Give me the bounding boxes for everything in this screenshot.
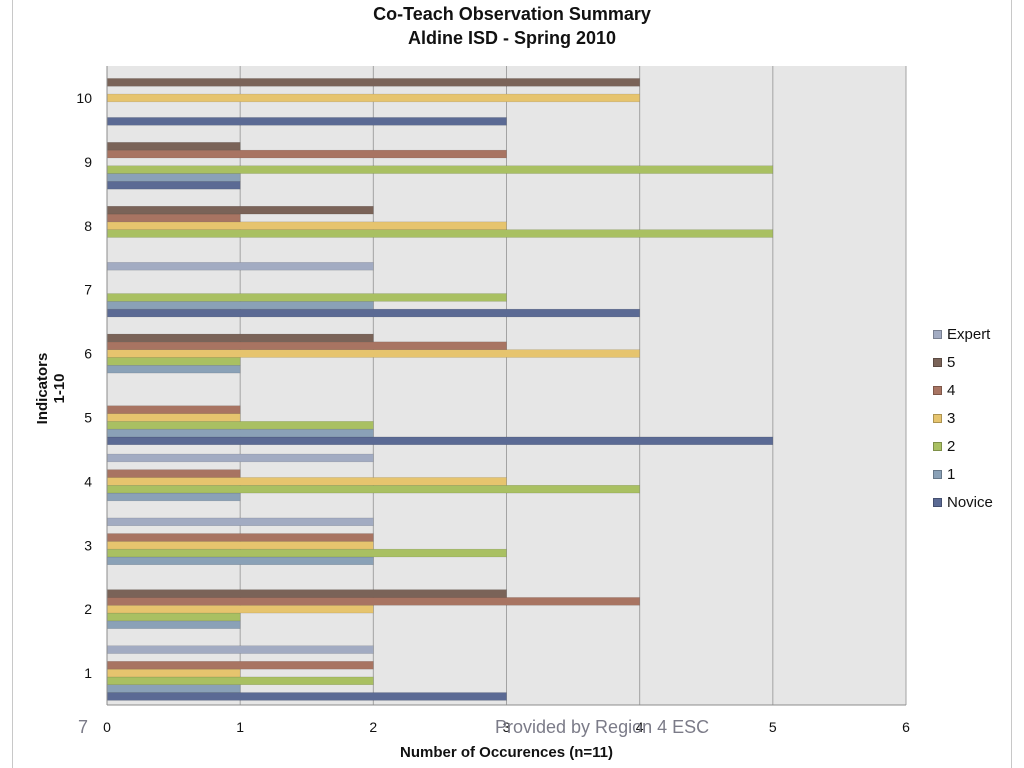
bar-indicator-8-5	[106, 206, 374, 215]
slide-number: 7	[78, 717, 89, 737]
y-tick-label-6: 6	[84, 346, 92, 362]
bar-indicator-10-3	[106, 93, 640, 103]
x-tick-label-6: 6	[902, 719, 910, 735]
bar-indicator-6-5	[106, 333, 374, 343]
slide-right-border	[1011, 0, 1012, 768]
legend-item-expert: Expert	[933, 320, 1023, 348]
legend-item-5: 5	[933, 348, 1023, 376]
bar-indicator-4-2	[106, 485, 640, 494]
legend-item-4: 4	[933, 376, 1023, 404]
legend-label: Novice	[947, 493, 993, 511]
legend-swatch	[933, 497, 942, 507]
y-tick-label-3: 3	[84, 537, 92, 553]
bar-indicator-7-2	[106, 293, 507, 302]
bar-indicator-2-3	[106, 605, 374, 614]
bar-indicator-3-4	[106, 533, 374, 542]
y-axis-title-line: 1-10	[51, 373, 68, 403]
legend-item-3: 3	[933, 404, 1023, 432]
chart-subtitle: Aldine ISD - Spring 2010	[407, 28, 617, 48]
x-tick-label-5: 5	[769, 719, 777, 735]
bar-indicator-10-novice	[106, 117, 507, 126]
bar-indicator-6-2	[106, 357, 241, 366]
bar-indicator-9-novice	[106, 181, 241, 190]
legend-item-novice: Novice	[933, 488, 1023, 516]
legend-swatch	[933, 469, 942, 479]
bar-indicator-4-1	[106, 492, 241, 502]
bar-indicator-1-3	[106, 668, 241, 678]
bar-indicator-2-2	[106, 612, 241, 622]
y-tick-label-2: 2	[84, 601, 92, 617]
bar-indicator-6-4	[106, 341, 507, 350]
y-tick-label-9: 9	[84, 154, 92, 170]
bar-indicator-4-expert	[106, 453, 374, 463]
legend-label: 1	[947, 465, 956, 483]
bar-indicator-7-1	[106, 301, 374, 310]
bar-indicator-3-2	[106, 548, 507, 558]
bar-indicator-8-4	[106, 213, 241, 223]
y-tick-label-8: 8	[84, 218, 92, 234]
bar-indicator-1-expert	[106, 645, 374, 654]
bar-indicator-1-1	[106, 684, 241, 693]
legend-swatch	[933, 329, 942, 339]
y-axis-title: Indicators1-10	[34, 353, 68, 425]
bar-indicator-8-3	[106, 221, 507, 230]
bar-indicator-7-expert	[106, 262, 374, 271]
legend-label: Expert	[947, 325, 991, 343]
y-tick-label-10: 10	[76, 90, 92, 106]
bar-indicator-1-2	[106, 676, 374, 686]
x-axis-title: Number of Occurences (n=11)	[400, 744, 613, 761]
bar-indicator-1-novice	[106, 692, 507, 701]
bar-indicator-10-5	[106, 78, 640, 87]
bar-indicator-7-novice	[106, 308, 640, 318]
chart-title: Co-Teach Observation Summary	[373, 4, 651, 24]
x-tick-label-2: 2	[369, 719, 377, 735]
bar-indicator-9-4	[106, 149, 507, 159]
x-tick-label-1: 1	[236, 719, 244, 735]
bar-indicator-5-4	[106, 405, 241, 414]
bar-indicator-3-expert	[106, 517, 374, 527]
bar-indicator-6-1	[106, 365, 241, 374]
bar-indicator-5-3	[106, 413, 241, 422]
legend-item-1: 1	[933, 460, 1023, 488]
x-tick-label-4: 4	[636, 719, 644, 735]
legend-swatch	[933, 385, 942, 395]
bar-indicator-8-2	[106, 229, 774, 238]
bar-indicator-4-3	[106, 477, 507, 486]
legend-label: 4	[947, 381, 956, 399]
y-tick-label-4: 4	[84, 473, 92, 489]
bar-indicator-9-1	[106, 173, 241, 182]
bar-indicator-2-5	[106, 589, 507, 598]
x-tick-label-3: 3	[503, 719, 511, 735]
legend-item-2: 2	[933, 432, 1023, 460]
bar-indicator-1-4	[106, 661, 374, 670]
y-tick-label-5: 5	[84, 409, 92, 425]
bar-indicator-3-1	[106, 556, 374, 566]
legend-label: 2	[947, 437, 956, 455]
bar-indicator-5-1	[106, 428, 374, 438]
x-tick-label-0: 0	[103, 719, 111, 735]
bar-indicator-5-novice	[106, 436, 774, 446]
bar-indicator-9-5	[106, 142, 241, 151]
y-axis-title-line: Indicators	[34, 353, 51, 425]
chart-legend: Expert 5 4 3 2 1 Novice	[933, 320, 1023, 516]
bar-indicator-6-3	[106, 349, 640, 358]
footer-credit: Provided by Region 4 ESC	[495, 717, 710, 737]
y-tick-label-1: 1	[84, 665, 92, 681]
legend-swatch	[933, 357, 942, 367]
slide-left-border	[12, 0, 13, 768]
y-tick-label-7: 7	[84, 282, 92, 298]
bar-indicator-9-2	[106, 165, 774, 174]
legend-swatch	[933, 413, 942, 423]
legend-swatch	[933, 441, 942, 451]
legend-label: 5	[947, 353, 956, 371]
legend-label: 3	[947, 409, 956, 427]
bar-indicator-4-4	[106, 469, 241, 478]
bar-indicator-2-4	[106, 597, 640, 606]
bar-indicator-2-1	[106, 620, 241, 629]
bar-indicator-3-3	[106, 541, 374, 550]
bar-indicator-5-2	[106, 421, 374, 430]
